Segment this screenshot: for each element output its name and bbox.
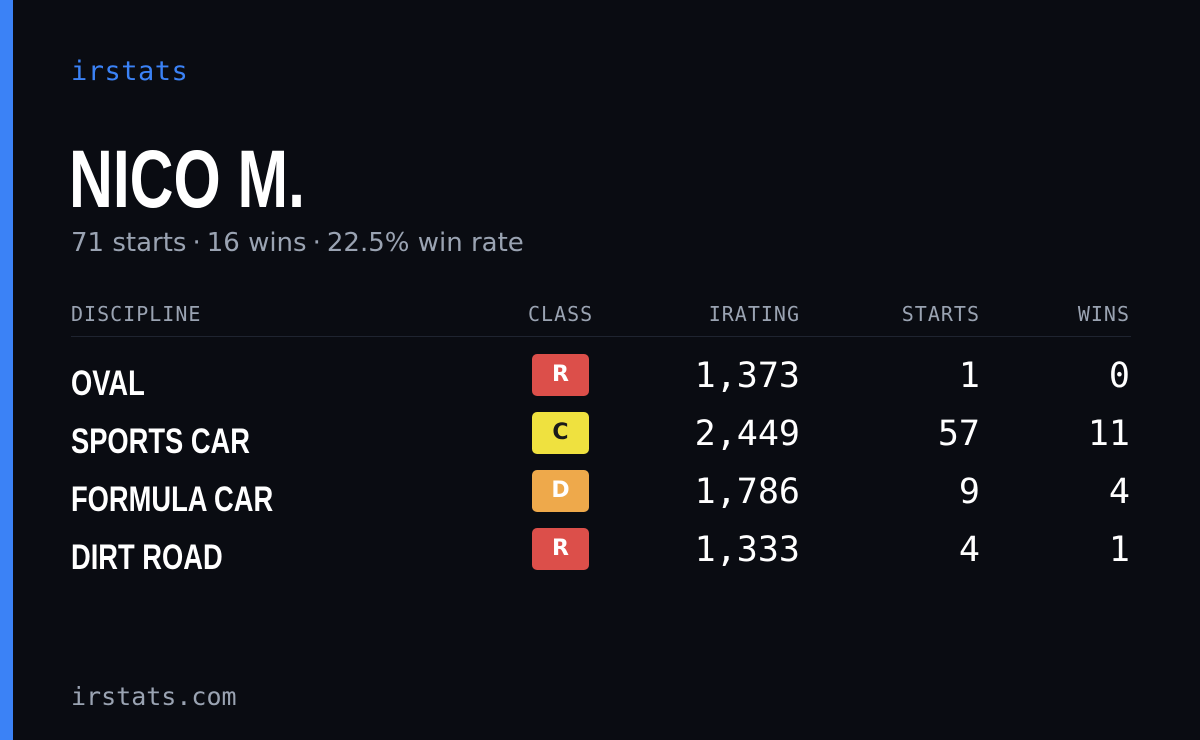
header-starts: STARTS (901, 302, 980, 326)
driver-name: NICO M. (69, 134, 305, 225)
table-row: DIRT ROAD R 1,333 4 1 (71, 526, 1131, 584)
separator: · (192, 228, 201, 258)
discipline-name: SPORTS CAR (71, 422, 250, 461)
wins-value: 4 (1108, 472, 1130, 512)
accent-bar (0, 0, 13, 740)
starts-value: 57 (937, 414, 980, 454)
irating-value: 2,449 (694, 414, 800, 454)
table-row: OVAL R 1,373 1 0 (71, 352, 1131, 410)
wins-value: 1 (1108, 530, 1130, 570)
header-wins: WINS (1077, 302, 1130, 326)
class-badge: C (532, 412, 589, 454)
driver-summary: 71 starts · 16 wins · 22.5% win rate (71, 228, 524, 258)
irating-value: 1,373 (694, 356, 800, 396)
starts-value: 4 (958, 530, 980, 570)
discipline-name: DIRT ROAD (71, 538, 223, 577)
table-body: OVAL R 1,373 1 0 SPORTS CAR C 2,449 57 1… (71, 352, 1131, 584)
starts-value: 9 (958, 472, 980, 512)
separator: · (312, 228, 321, 258)
class-badge: R (532, 528, 589, 570)
wins-value: 11 (1087, 414, 1130, 454)
header-class: CLASS (528, 302, 594, 326)
header-irating: IRATING (708, 302, 800, 326)
brand-logo[interactable]: irstats (71, 56, 189, 87)
discipline-name: OVAL (71, 364, 145, 403)
irating-value: 1,786 (694, 472, 800, 512)
discipline-name: FORMULA CAR (71, 480, 274, 519)
class-badge: R (532, 354, 589, 396)
class-badge: D (532, 470, 589, 512)
win-rate-summary: 22.5% win rate (326, 228, 524, 258)
table-header: DISCIPLINE CLASS IRATING STARTS WINS (71, 298, 1131, 337)
wins-summary: 16 wins (206, 228, 307, 258)
table-row: FORMULA CAR D 1,786 9 4 (71, 468, 1131, 526)
stats-table: DISCIPLINE CLASS IRATING STARTS WINS OVA… (71, 298, 1131, 584)
header-discipline: DISCIPLINE (71, 302, 202, 326)
starts-summary: 71 starts (71, 228, 187, 258)
table-row: SPORTS CAR C 2,449 57 11 (71, 410, 1131, 468)
starts-value: 1 (958, 356, 980, 396)
footer-link[interactable]: irstats.com (71, 682, 237, 711)
irating-value: 1,333 (694, 530, 800, 570)
wins-value: 0 (1108, 356, 1130, 396)
